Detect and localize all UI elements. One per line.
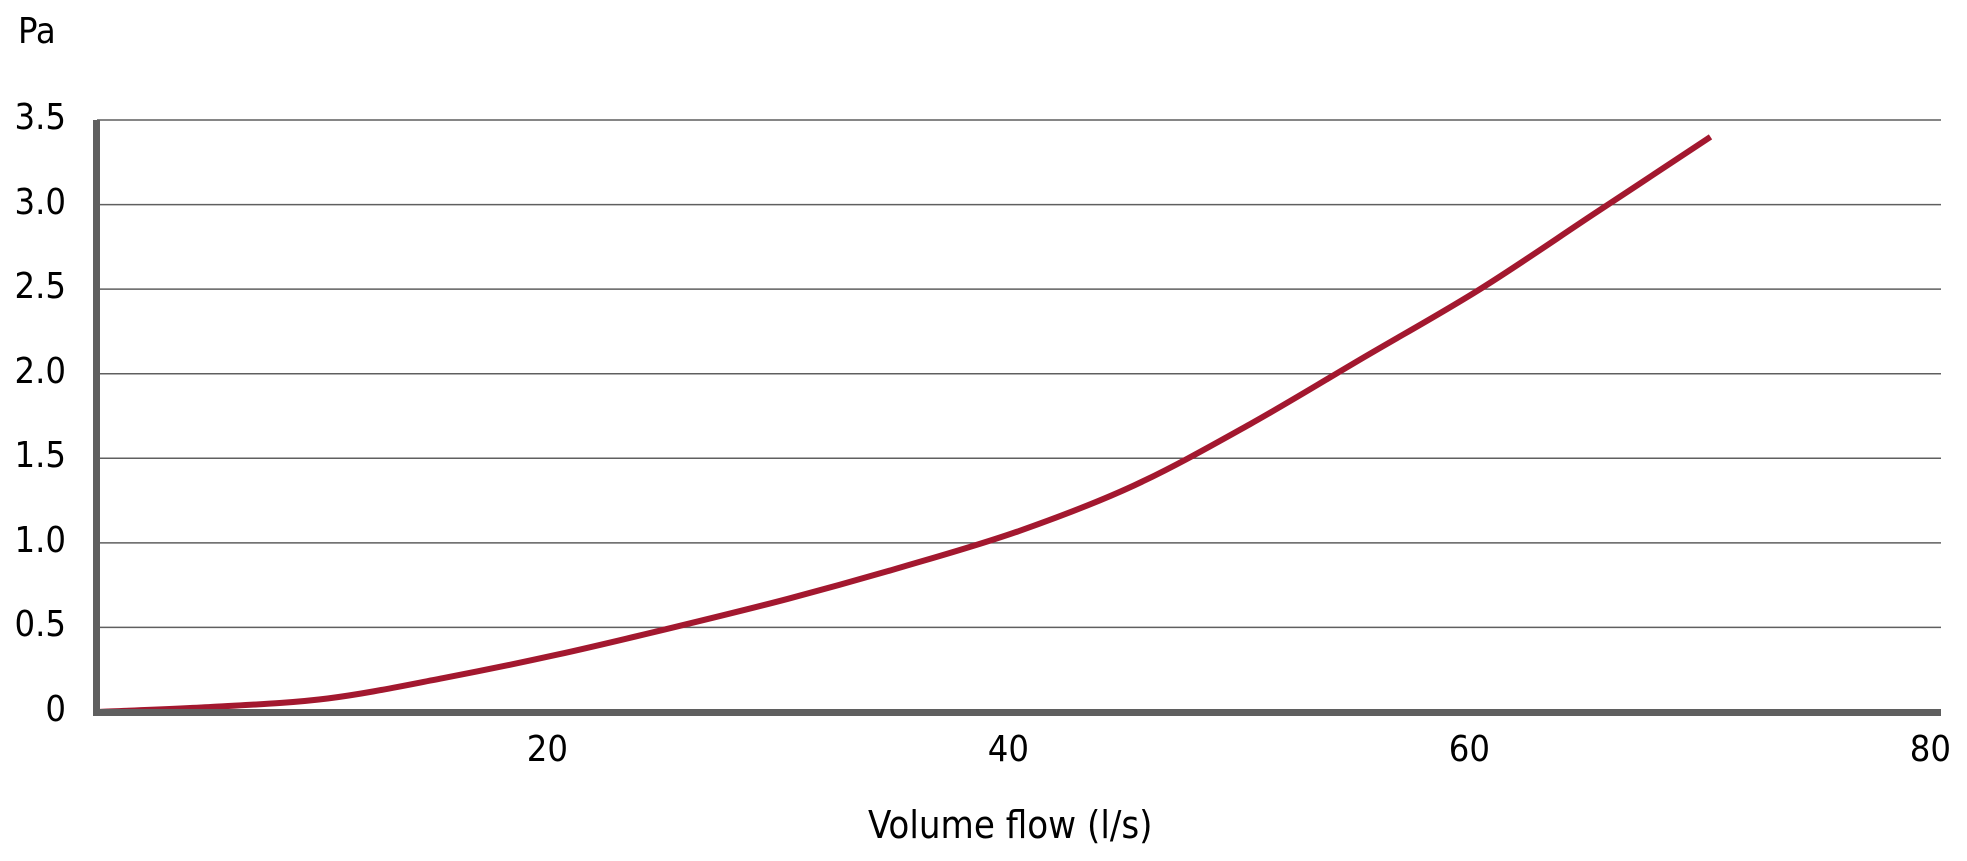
- x-tick-label: 40: [987, 729, 1029, 770]
- y-tick-label: 2.0: [14, 350, 67, 392]
- y-tick-label: 3.5: [14, 97, 67, 138]
- y-tick-label: 1.0: [14, 519, 67, 561]
- data-line: [96, 134, 1713, 715]
- y-axis: [93, 120, 100, 716]
- x-axis-title: Volume flow (l/s): [0, 806, 1967, 844]
- x-tick-label: 80: [1909, 729, 1951, 770]
- gridlines: [97, 119, 1941, 629]
- x-axis-title-text: Volume flow (l/s): [868, 803, 1153, 847]
- x-axis: [93, 709, 1941, 716]
- y-tick-label: 0.5: [14, 604, 67, 646]
- y-tick-label: 0: [45, 689, 66, 730]
- x-tick-label: 60: [1448, 729, 1490, 770]
- y-tick-label: 2.5: [14, 266, 67, 308]
- y-tick-label: 3.0: [14, 181, 67, 223]
- y-axis-unit-label: Pa: [18, 11, 56, 52]
- y-tick-label: 1.5: [14, 435, 67, 477]
- x-tick-label: 20: [526, 729, 568, 770]
